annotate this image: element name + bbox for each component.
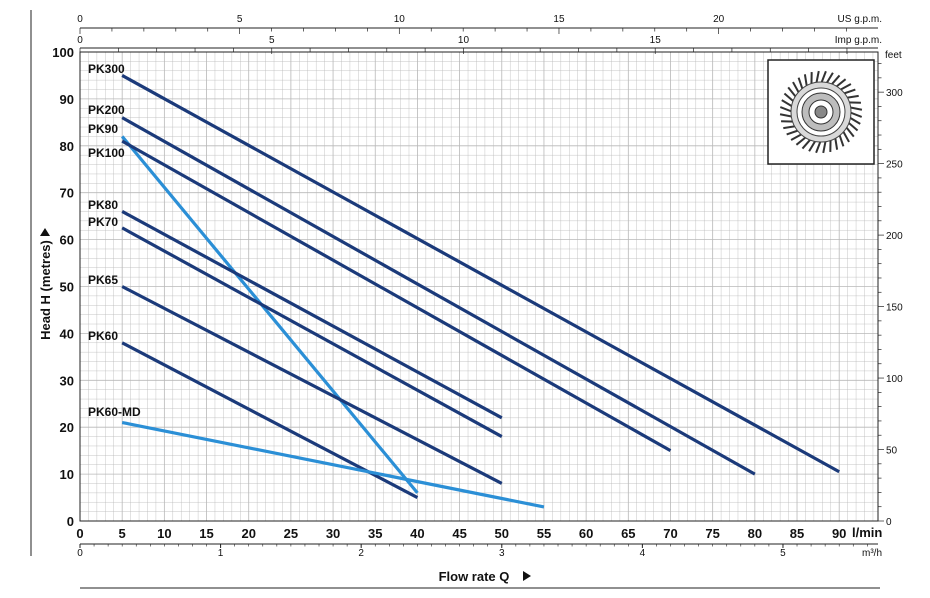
series-line-pk70: [121, 226, 503, 438]
series-lines: [120, 74, 840, 509]
series-line-pk65: [121, 285, 503, 485]
y-tick-label: 70: [60, 186, 74, 201]
series-line-pk100: [121, 139, 672, 453]
series-label-pk60-md: PK60-MD: [88, 405, 141, 419]
series-line-pk300: [121, 74, 840, 474]
us-gpm-tick-label: 5: [237, 14, 243, 25]
imp-gpm-tick-label: 0: [77, 35, 83, 46]
x-tick-label: 85: [790, 526, 804, 541]
y-tick-label: 50: [60, 280, 74, 295]
m3h-tick-label: 3: [499, 548, 505, 559]
imp-gpm-tick-label: 10: [458, 35, 470, 46]
plot-frame: [79, 51, 879, 522]
feet-tick-label: 250: [886, 160, 903, 171]
impeller-inset: [767, 59, 875, 165]
x-tick-label: 80: [748, 526, 762, 541]
series-line-pk90: [120, 135, 419, 494]
x-tick-label: 30: [326, 526, 340, 541]
svg-text:Head H (metres): Head H (metres): [38, 240, 53, 340]
series-labels: PK300 PK200 PK90 PK100 PK80 PK70 PK65 PK60 PK60-…: [88, 62, 141, 419]
series-label-pk80: PK80: [88, 198, 118, 212]
x-tick-label: 10: [157, 526, 171, 541]
feet-tick-label: 0: [886, 517, 892, 528]
x-tick-label: 35: [368, 526, 382, 541]
series-line-pk60-md: [121, 420, 545, 509]
series-label-pk90: PK90: [88, 122, 118, 136]
x-tick-label: 25: [284, 526, 298, 541]
series-line-pk80: [121, 210, 503, 420]
y-tick-label: 90: [60, 92, 74, 107]
y-axis-title: Head H (metres): [38, 240, 53, 340]
series-label-pk65: PK65: [88, 273, 118, 287]
x-tick-label: 90: [832, 526, 846, 541]
series-line-pk200: [121, 116, 756, 476]
m3h-tick-label: 4: [640, 548, 646, 559]
x-tick-label: 40: [410, 526, 424, 541]
series-label-pk60: PK60: [88, 329, 118, 343]
feet-tick-label: 200: [886, 231, 903, 242]
x-tick-label: 75: [705, 526, 719, 541]
y-axis-arrow-icon: [40, 228, 50, 236]
feet-tick-label: 100: [886, 374, 903, 385]
x-tick-label: 60: [579, 526, 593, 541]
m3h-caption: m³/h: [862, 548, 882, 559]
m3h-tick-label: 5: [780, 548, 786, 559]
impeller-icon: [779, 70, 863, 154]
m3h-tick-label: 2: [358, 548, 364, 559]
feet-tick-label: 50: [886, 446, 898, 457]
x-unit-caption: l/min: [852, 525, 882, 540]
y-tick-label: 60: [60, 233, 74, 248]
x-tick-label: 65: [621, 526, 635, 541]
us-gpm-tick-label: 15: [553, 14, 565, 25]
y-tick-label: 0: [67, 514, 74, 529]
y-tick-label: 30: [60, 373, 74, 388]
series-label-pk70: PK70: [88, 215, 118, 229]
x-tick-label: 0: [76, 526, 83, 541]
y-tick-label: 10: [60, 467, 74, 482]
axes: [80, 27, 878, 545]
x-axis-arrow-icon: [523, 571, 531, 581]
m3h-tick-label: 0: [77, 548, 83, 559]
x-tick-label: 50: [495, 526, 509, 541]
y-tick-label: 20: [60, 420, 74, 435]
us-gpm-tick-label: 0: [77, 14, 83, 25]
series-label-pk200: PK200: [88, 103, 125, 117]
series-label-pk100: PK100: [88, 146, 125, 160]
x-tick-label: 15: [199, 526, 213, 541]
feet-tick-label: 300: [886, 88, 903, 99]
y-tick-label: 100: [52, 45, 74, 60]
x-tick-label: 45: [452, 526, 466, 541]
x-tick-label: 55: [537, 526, 551, 541]
m3h-tick-label: 1: [218, 548, 224, 559]
imp-gpm-caption: Imp g.p.m.: [835, 35, 882, 46]
grid: [79, 51, 879, 522]
us-gpm-tick-label: 10: [394, 14, 406, 25]
us-gpm-caption: US g.p.m.: [838, 14, 882, 25]
imp-gpm-tick-label: 5: [269, 35, 275, 46]
imp-gpm-tick-label: 15: [650, 35, 662, 46]
x-tick-label: 70: [663, 526, 677, 541]
x-tick-label: 5: [119, 526, 126, 541]
y-tick-label: 40: [60, 326, 74, 341]
y-tick-label: 80: [60, 139, 74, 154]
x-axis-title: Flow rate Q: [439, 569, 510, 584]
us-gpm-tick-label: 20: [713, 14, 725, 25]
series-label-pk300: PK300: [88, 62, 125, 76]
feet-tick-label: 150: [886, 303, 903, 314]
x-tick-label: 20: [241, 526, 255, 541]
feet-caption: feet: [885, 50, 902, 61]
